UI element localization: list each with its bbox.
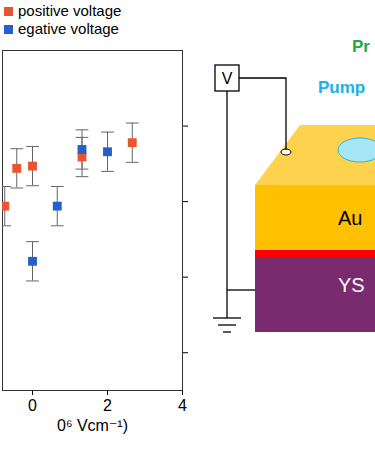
svg-text:Pr: Pr [352, 37, 370, 56]
svg-text:4: 4 [178, 397, 187, 414]
svg-text:V: V [222, 70, 233, 87]
html-text:positive voltage: positive voltage [18, 2, 122, 19]
svg-text:Au: Au [338, 207, 362, 229]
html-text:egative voltage: egative voltage [18, 20, 119, 37]
svg-text:0⁶ Vcm⁻¹): 0⁶ Vcm⁻¹) [57, 417, 128, 434]
svg-text:0: 0 [28, 397, 37, 414]
svg-text:Pump: Pump [318, 78, 365, 97]
svg-text:2: 2 [103, 397, 112, 414]
svg-text:YS: YS [338, 274, 365, 296]
